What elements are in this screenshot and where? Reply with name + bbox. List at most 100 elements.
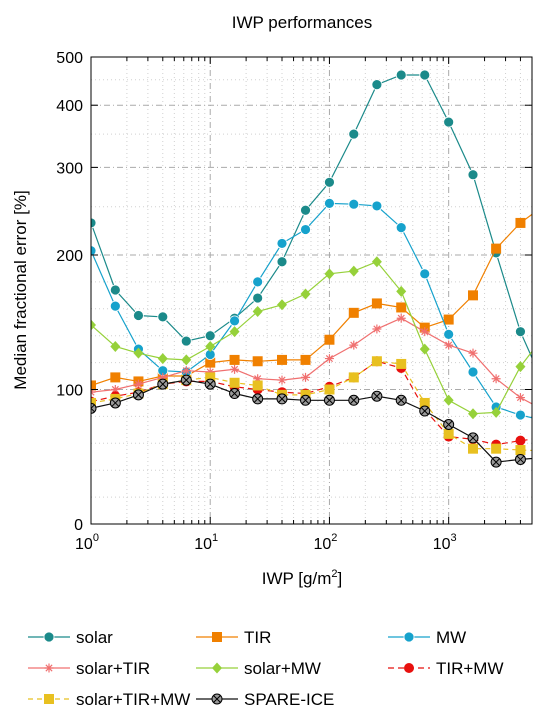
data-point (91, 245, 97, 257)
series-TIR+MW (91, 356, 532, 450)
y-tick-label: 200 (56, 248, 83, 265)
data-point (181, 354, 192, 366)
data-point-cross (444, 420, 453, 429)
legend-marker (212, 632, 222, 642)
legend-item-solar+MW: solar+MW (196, 659, 321, 678)
data-point (133, 310, 144, 321)
data-point (324, 176, 335, 188)
data-point (204, 330, 216, 342)
y-tick-label: 400 (56, 98, 83, 115)
data-point-cross (230, 389, 239, 398)
legend-marker (43, 631, 55, 643)
data-point-cross (373, 392, 381, 401)
data-point (91, 397, 96, 408)
y-tick-label: 500 (56, 50, 83, 67)
data-point (419, 268, 431, 280)
data-point (276, 238, 288, 249)
legend-item-TIR+MW: TIR+MW (388, 659, 504, 678)
legend-item-solar+TIR+MW: solar+TIR+MW (28, 690, 190, 709)
data-point (467, 169, 479, 181)
data-point (468, 443, 479, 454)
series-line (91, 317, 532, 405)
data-point (91, 380, 96, 391)
legend-item-solar+TIR: solar+TIR (28, 659, 150, 678)
legend: solar TIR MW solar+TIR solar+MW TIR+MW solar+T… (28, 628, 504, 709)
data-point-cross (349, 396, 358, 405)
legend-item-MW: MW (388, 628, 466, 647)
data-point (491, 443, 502, 454)
x-tick-label: 101 (194, 532, 218, 553)
data-point (395, 222, 407, 234)
data-point (324, 197, 335, 209)
data-point-cross (420, 407, 429, 415)
data-point (157, 311, 169, 323)
series-lines (91, 69, 532, 468)
data-point (515, 393, 525, 403)
grid (91, 56, 533, 524)
series-MW (91, 197, 532, 421)
data-point (300, 204, 311, 216)
data-point (371, 298, 382, 309)
data-point (419, 69, 431, 81)
data-point (205, 357, 216, 368)
data-point (396, 313, 406, 323)
data-point-cross (397, 396, 406, 405)
data-point (277, 354, 288, 365)
legend-marker (404, 663, 414, 673)
data-point (324, 354, 334, 364)
plot-frame (90, 56, 533, 525)
data-point (396, 302, 407, 313)
series-solar+MW (91, 256, 532, 420)
series-line (91, 360, 532, 446)
data-point (324, 268, 335, 280)
data-point (133, 347, 144, 359)
data-point (230, 364, 240, 374)
data-point (348, 372, 359, 383)
data-point (110, 340, 121, 352)
data-point-cross (469, 434, 477, 442)
data-point (396, 358, 407, 369)
data-point (348, 265, 359, 277)
data-point (515, 326, 526, 338)
legend-label: MW (436, 628, 466, 647)
data-point (110, 372, 121, 383)
data-point (205, 340, 216, 352)
data-point (348, 198, 360, 210)
y-tick-label: 100 (56, 383, 83, 400)
data-point (419, 397, 430, 408)
data-point (515, 217, 526, 228)
data-point-cross (278, 395, 286, 403)
data-point (253, 374, 263, 384)
series-SPARE-ICE (91, 374, 532, 468)
data-point (443, 314, 454, 325)
data-point (349, 340, 359, 350)
legend-label: solar (76, 628, 113, 647)
data-point-cross (206, 380, 215, 388)
data-point (420, 327, 430, 337)
data-point (371, 356, 382, 367)
data-point (468, 408, 479, 420)
data-point (443, 394, 454, 406)
data-point-cross (492, 458, 500, 466)
legend-label: SPARE-ICE (244, 690, 334, 709)
data-point (348, 128, 360, 140)
legend-label: solar+TIR+MW (76, 690, 190, 709)
series-line (91, 74, 532, 360)
data-point (276, 256, 288, 268)
data-point (515, 445, 526, 456)
data-point (468, 290, 479, 301)
x-axis-label-end: ] (337, 569, 342, 588)
data-point (301, 372, 311, 382)
data-point (157, 353, 168, 365)
data-point (277, 375, 287, 385)
data-point (181, 366, 191, 376)
data-point (515, 361, 526, 373)
data-point (371, 79, 383, 91)
data-point (109, 284, 121, 296)
data-point-cross (91, 404, 95, 413)
legend-item-SPARE-ICE: SPARE-ICE (196, 690, 334, 709)
data-point (229, 354, 240, 365)
legend-label: solar+TIR (76, 659, 150, 678)
